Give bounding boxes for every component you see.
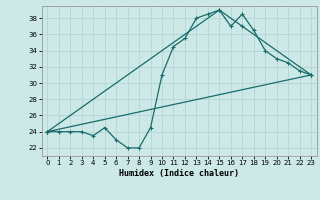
X-axis label: Humidex (Indice chaleur): Humidex (Indice chaleur) xyxy=(119,169,239,178)
